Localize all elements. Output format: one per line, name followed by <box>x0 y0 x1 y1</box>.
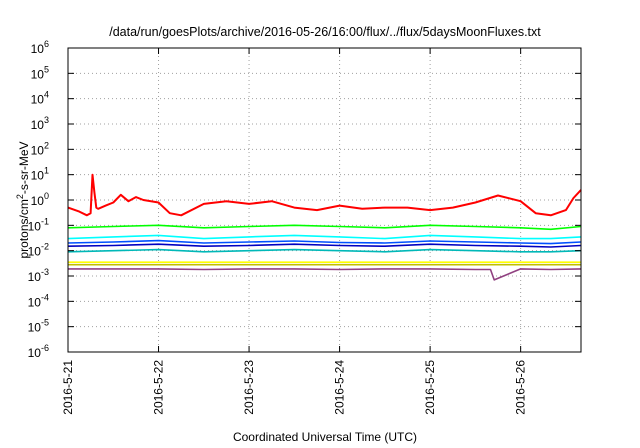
x-tick-label: 2016-5-26 <box>514 360 528 415</box>
y-tick-label: 100 <box>31 191 49 208</box>
y-tick-label-base: 10 <box>31 67 45 81</box>
y-tick-label: 105 <box>31 64 49 81</box>
y-tick-label-base: 10 <box>31 93 45 107</box>
y-tick-label-exponent: -4 <box>41 292 49 302</box>
series-line <box>68 268 582 281</box>
y-tick-label-base: 10 <box>31 143 45 157</box>
y-tick-label-exponent: -6 <box>41 343 49 353</box>
y-tick-label-exponent: -2 <box>41 242 49 252</box>
y-tick-label-exponent: -1 <box>41 216 49 226</box>
series-line <box>67 248 582 253</box>
y-tick-label-exponent: 4 <box>44 90 49 100</box>
y-tick-label-base: 10 <box>28 295 42 309</box>
series-line <box>67 234 582 240</box>
y-tick-label-exponent: 5 <box>44 64 49 74</box>
y-tick-label-base: 10 <box>28 321 42 335</box>
y-tick-label: 10-3 <box>28 267 49 284</box>
x-tick-label: 2016-5-24 <box>333 360 347 415</box>
x-tick-labels: 2016-5-21 2016-5-22 2016-5-23 2016-5-24 2016… <box>61 360 528 415</box>
y-tick-label: 103 <box>31 115 49 132</box>
y-tick-label-exponent: 1 <box>44 166 49 176</box>
y-tick-label: 10-5 <box>28 318 49 335</box>
y-tick-label-base: 10 <box>31 194 45 208</box>
y-axis-label-rest: -s-sr-MeV <box>17 141 31 194</box>
x-axis-label: Coordinated Universal Time (UTC) <box>233 430 417 444</box>
y-tick-label: 10-1 <box>28 216 49 233</box>
x-tick-label: 2016-5-25 <box>423 360 437 415</box>
y-tick-label: 101 <box>31 166 49 183</box>
y-tick-label-exponent: 0 <box>44 191 49 201</box>
series-line <box>67 239 582 245</box>
y-tick-labels: 10-610-510-410-310-210-11001011021031041… <box>28 39 49 360</box>
y-tick-label-base: 10 <box>28 219 42 233</box>
y-tick-label-base: 10 <box>31 118 45 132</box>
y-tick-label: 10-2 <box>28 242 49 259</box>
y-tick-label: 106 <box>31 39 49 56</box>
axis-ticks <box>67 47 581 353</box>
y-tick-label-exponent: 2 <box>44 140 49 150</box>
y-axis-label-exponent: 2 <box>15 194 25 199</box>
series-layer <box>67 173 582 281</box>
x-tick-label: 2016-5-23 <box>242 360 256 415</box>
y-tick-label-base: 10 <box>28 245 42 259</box>
x-tick-label: 2016-5-21 <box>61 360 75 415</box>
y-tick-label-exponent: 6 <box>44 39 49 49</box>
y-tick-label-exponent: 3 <box>44 115 49 125</box>
y-tick-label: 102 <box>31 140 49 157</box>
chart-title: /data/run/goesPlots/archive/2016-05-26/1… <box>109 25 541 39</box>
y-tick-label-exponent: -3 <box>41 267 49 277</box>
y-tick-label: 10-6 <box>28 343 49 360</box>
y-axis-label: protons/cm2-s-sr-MeV <box>15 141 31 258</box>
series-line <box>67 243 582 248</box>
y-tick-label-base: 10 <box>28 270 42 284</box>
y-tick-label-base: 10 <box>31 42 45 56</box>
y-tick-label: 104 <box>31 90 49 107</box>
y-tick-label-base: 10 <box>28 346 42 360</box>
y-axis-label-unit: protons/cm <box>17 199 31 258</box>
y-tick-label-exponent: -5 <box>41 318 49 328</box>
y-tick-label: 10-4 <box>28 292 49 309</box>
series-line <box>67 173 582 217</box>
x-tick-label: 2016-5-22 <box>152 360 166 415</box>
series-line <box>67 224 582 231</box>
y-tick-label-base: 10 <box>31 169 45 183</box>
